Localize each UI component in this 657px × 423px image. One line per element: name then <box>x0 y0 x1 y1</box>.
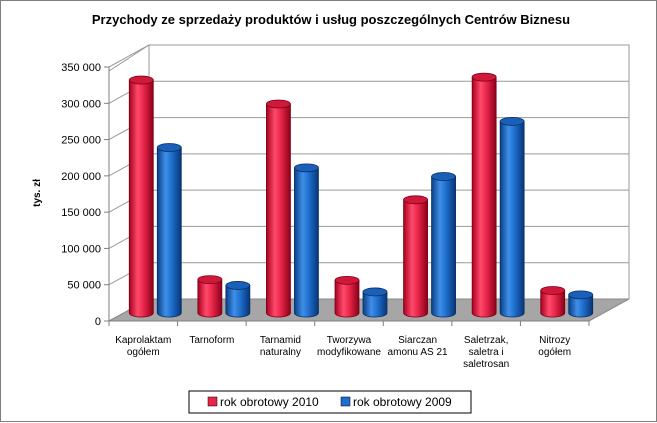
bar-body <box>197 279 223 318</box>
bar-2010-0 <box>128 75 154 318</box>
bar-body <box>128 79 154 318</box>
chart-title: Przychody ze sprzedaży produktów i usług… <box>92 12 570 27</box>
category-label-4: Siarczan amonu AS 21 <box>388 335 448 358</box>
bar-top <box>540 286 566 295</box>
bar-top <box>471 72 497 82</box>
category-label-line: Siarczan <box>398 335 437 346</box>
bar-2010-3 <box>334 275 360 318</box>
bar-2010-4 <box>403 195 428 318</box>
category-label-line: modyfikowane <box>317 347 381 358</box>
y-tick-label: 250 000 <box>61 135 101 147</box>
legend-swatch-2010 <box>207 396 218 407</box>
bar-body <box>156 147 182 318</box>
category-label-line: Nitrozy <box>539 335 570 346</box>
category-label-line: amonu AS 21 <box>388 347 448 358</box>
bar-2009-0 <box>156 143 182 318</box>
bar-body <box>225 285 251 318</box>
category-label-line: saletra i <box>469 347 504 358</box>
category-label-line: Tarnamid <box>260 335 301 346</box>
category-label-6: Nitrozy ogółem <box>538 335 571 358</box>
bar-top <box>362 287 388 297</box>
category-label-5: Saletrzak, saletra i saletrosan <box>463 335 509 370</box>
bar-2010-5 <box>471 72 497 318</box>
bar-2009-3 <box>362 287 388 318</box>
category-label-2: Tarnamid naturalny <box>260 335 301 358</box>
bar-body <box>334 279 360 318</box>
bar-2009-1 <box>225 281 251 318</box>
back-wall <box>148 44 630 300</box>
bar-top <box>225 281 251 290</box>
bar-2010-6 <box>540 286 566 318</box>
legend-label-2010: rok obrotowy 2010 <box>220 395 319 409</box>
y-tick-label: 350 000 <box>61 62 101 74</box>
bar-2010-1 <box>197 275 223 318</box>
category-label-line: ogółem <box>538 347 571 358</box>
bar-2009-6 <box>568 290 594 318</box>
bar-top <box>403 195 428 205</box>
bar-2009-5 <box>499 117 525 318</box>
grid-line-side <box>108 44 150 68</box>
bar-top <box>294 163 319 173</box>
bar-top <box>568 290 594 300</box>
y-axis-label: tys. zł <box>32 179 43 207</box>
category-label-line: Tarnoform <box>189 335 234 346</box>
y-tick-label: 100 000 <box>61 243 101 255</box>
y-tick-label: 0 <box>95 316 101 328</box>
bar-top <box>197 275 223 285</box>
bar-body <box>294 167 319 318</box>
category-label-line: ogółem <box>127 347 160 358</box>
bar-2009-4 <box>431 172 456 318</box>
y-tick-label: 300 000 <box>61 98 101 110</box>
legend: rok obrotowy 2010 rok obrotowy 2009 <box>188 390 472 414</box>
category-label-line: naturalny <box>260 347 301 358</box>
category-label-line: saletrosan <box>463 359 509 370</box>
bar-top <box>499 117 525 126</box>
bar-body <box>431 176 456 318</box>
grid-lines <box>104 44 629 322</box>
bar-body <box>362 291 388 318</box>
category-label-line: Kaprolaktam <box>115 335 171 346</box>
bar-body <box>568 294 594 318</box>
bar-2009-2 <box>294 163 319 318</box>
bars <box>128 72 594 318</box>
category-label-line: Saletrzak, <box>464 335 508 346</box>
category-label-3: Tworzywa modyfikowane <box>317 335 381 358</box>
bar-2010-2 <box>266 99 291 318</box>
bar-top <box>128 75 154 85</box>
bar-body <box>403 199 428 318</box>
bar-top <box>266 99 291 109</box>
y-tick-label: 50 000 <box>67 280 101 292</box>
bar-body <box>499 121 525 318</box>
legend-swatch-2009 <box>340 396 351 407</box>
bar-top <box>431 172 456 181</box>
bar-body <box>471 76 497 318</box>
bar-body <box>540 290 566 318</box>
category-label-1: Tarnoform <box>189 335 234 346</box>
category-label-0: Kaprolaktam ogółem <box>115 335 171 358</box>
bar-body <box>266 103 291 318</box>
bar-top <box>334 275 360 285</box>
y-tick-label: 150 000 <box>61 207 101 219</box>
y-tick-label: 200 000 <box>61 171 101 183</box>
y-tick-labels: 0 50 000 100 000 150 000 200 000 250 000 300 0… <box>61 62 101 328</box>
category-label-line: Tworzywa <box>327 335 372 346</box>
legend-label-2009: rok obrotowy 2009 <box>353 395 452 409</box>
bar-top <box>156 143 182 152</box>
